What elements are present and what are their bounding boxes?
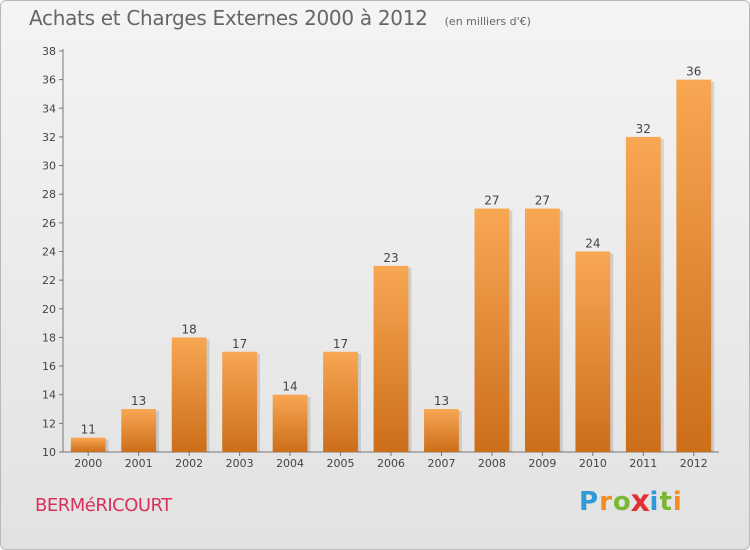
proxiti-logo: Proxiti xyxy=(579,484,683,520)
bar-value-label: 27 xyxy=(535,194,550,208)
bar-value-label: 18 xyxy=(182,322,197,336)
chart-title: Achats et Charges Externes 2000 à 2012 xyxy=(29,6,428,30)
logo-letter: i xyxy=(649,487,660,517)
bar-value-label: 11 xyxy=(81,423,96,437)
chart-title-group: Achats et Charges Externes 2000 à 2012 (… xyxy=(29,6,531,30)
y-tick-label: 12 xyxy=(42,417,56,430)
chart-labels: 11 2000 13 2001 18 2002 17 2003 14 2004 17 2005 23 20… xyxy=(74,65,708,470)
bar-value-label: 13 xyxy=(131,394,146,408)
bar-value-label: 23 xyxy=(383,251,398,265)
bar xyxy=(323,351,358,452)
bar xyxy=(70,437,106,452)
chart-subtitle: (en milliers d'€) xyxy=(444,15,531,28)
y-tick-label: 16 xyxy=(42,360,56,373)
x-tick-label: 2009 xyxy=(528,457,556,470)
logo-letter: x xyxy=(630,484,651,520)
bar-value-label: 14 xyxy=(282,380,297,394)
bar-value-label: 32 xyxy=(636,122,651,136)
x-tick-label: 2000 xyxy=(74,457,102,470)
bar xyxy=(272,394,308,452)
logo-letter: t xyxy=(659,487,673,517)
x-tick-label: 2001 xyxy=(125,457,153,470)
bar xyxy=(575,251,611,452)
bar xyxy=(474,208,510,452)
logo-letter: P xyxy=(579,487,600,517)
x-tick-label: 2008 xyxy=(478,457,506,470)
logo-letter: o xyxy=(612,487,632,517)
y-tick-label: 32 xyxy=(42,131,56,144)
y-tick-label: 20 xyxy=(42,303,56,316)
y-tick-label: 26 xyxy=(42,217,56,230)
x-tick-label: 2002 xyxy=(175,457,203,470)
x-tick-label: 2011 xyxy=(629,457,657,470)
y-tick-label: 36 xyxy=(42,74,56,87)
chart-bars xyxy=(70,79,715,453)
x-tick-label: 2004 xyxy=(276,457,304,470)
y-tick-label: 14 xyxy=(42,389,56,402)
bar xyxy=(625,136,661,452)
y-tick-label: 18 xyxy=(42,331,56,344)
bar xyxy=(524,208,560,452)
x-tick-label: 2003 xyxy=(226,457,254,470)
logo-letter: r xyxy=(599,487,613,517)
y-tick-label: 30 xyxy=(42,160,56,173)
bar-value-label: 24 xyxy=(585,237,600,251)
bar xyxy=(373,265,409,452)
bar xyxy=(121,409,157,452)
x-tick-label: 2006 xyxy=(377,457,405,470)
bar-value-label: 17 xyxy=(333,337,348,351)
y-tick-label: 22 xyxy=(42,274,56,287)
x-tick-label: 2010 xyxy=(579,457,607,470)
bar-value-label: 36 xyxy=(686,65,701,79)
y-tick-label: 38 xyxy=(42,45,56,58)
x-tick-label: 2005 xyxy=(327,457,355,470)
x-tick-label: 2012 xyxy=(680,457,708,470)
bar-value-label: 17 xyxy=(232,337,247,351)
y-tick-label: 10 xyxy=(42,446,56,459)
bar-value-label: 27 xyxy=(484,194,499,208)
bar xyxy=(171,337,207,452)
bar-value-label: 13 xyxy=(434,394,449,408)
bar xyxy=(424,409,459,452)
chart-axes: 10 12 14 16 18 20 22 24 26 28 30 32 34 36 38 xyxy=(42,45,719,459)
logo-letter: i xyxy=(672,487,683,517)
x-tick-label: 2007 xyxy=(427,457,455,470)
bar xyxy=(676,79,712,453)
commune-name: BERMéRICOURT xyxy=(35,495,172,516)
bar xyxy=(222,351,258,452)
y-tick-label: 28 xyxy=(42,188,56,201)
y-tick-label: 24 xyxy=(42,246,56,259)
y-tick-label: 34 xyxy=(42,102,56,115)
